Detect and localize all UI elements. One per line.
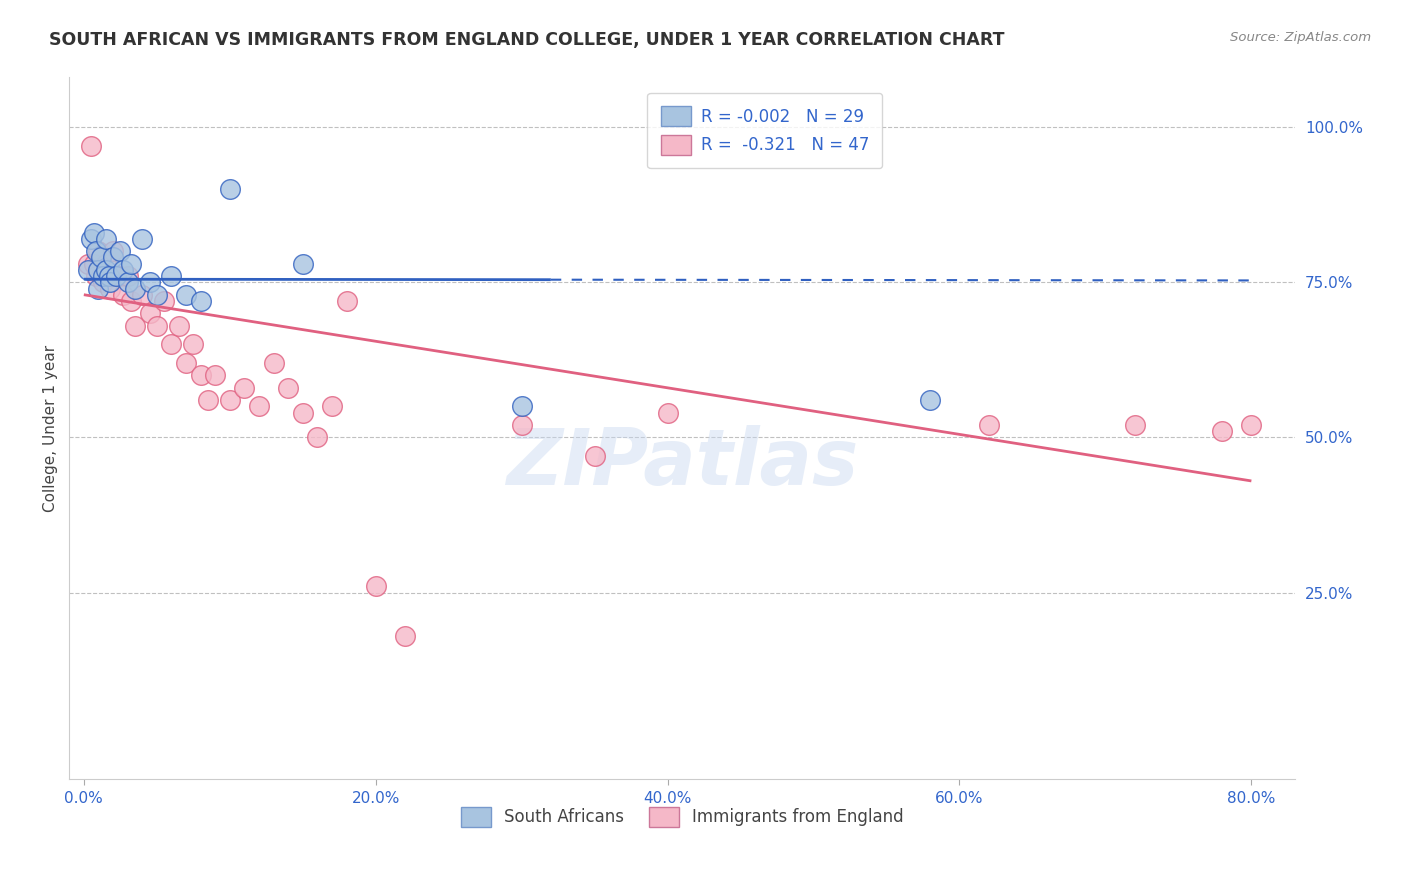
Point bbox=[117, 275, 139, 289]
Point bbox=[117, 269, 139, 284]
Point bbox=[138, 306, 160, 320]
Point bbox=[277, 381, 299, 395]
Point bbox=[233, 381, 256, 395]
Point bbox=[91, 269, 114, 284]
Point bbox=[90, 269, 112, 284]
Point bbox=[291, 257, 314, 271]
Point bbox=[110, 269, 132, 284]
Point bbox=[98, 281, 121, 295]
Point bbox=[83, 257, 105, 271]
Point bbox=[218, 182, 240, 196]
Point bbox=[146, 318, 169, 333]
Point bbox=[112, 287, 135, 301]
Point bbox=[83, 226, 105, 240]
Point bbox=[197, 393, 219, 408]
Point bbox=[1240, 418, 1263, 433]
Point bbox=[307, 430, 329, 444]
Legend: South Africans, Immigrants from England: South Africans, Immigrants from England bbox=[454, 800, 911, 834]
Point bbox=[87, 244, 110, 259]
Point bbox=[181, 337, 204, 351]
Y-axis label: College, Under 1 year: College, Under 1 year bbox=[44, 344, 58, 512]
Point bbox=[510, 400, 533, 414]
Point bbox=[138, 275, 160, 289]
Point bbox=[263, 356, 285, 370]
Point bbox=[101, 244, 124, 259]
Point bbox=[321, 400, 343, 414]
Point bbox=[247, 400, 270, 414]
Text: Source: ZipAtlas.com: Source: ZipAtlas.com bbox=[1230, 31, 1371, 45]
Point bbox=[1211, 425, 1233, 439]
Point bbox=[131, 232, 153, 246]
Point bbox=[167, 318, 190, 333]
Point bbox=[104, 269, 127, 284]
Point bbox=[91, 275, 114, 289]
Point bbox=[394, 629, 416, 643]
Point bbox=[84, 244, 107, 259]
Point bbox=[160, 269, 183, 284]
Point bbox=[146, 287, 169, 301]
Point bbox=[977, 418, 1000, 433]
Point bbox=[80, 138, 103, 153]
Point bbox=[124, 281, 146, 295]
Point bbox=[174, 356, 197, 370]
Point bbox=[120, 257, 142, 271]
Point bbox=[657, 406, 679, 420]
Point bbox=[204, 368, 226, 383]
Point bbox=[218, 393, 240, 408]
Point bbox=[77, 263, 100, 277]
Point bbox=[80, 232, 103, 246]
Point bbox=[1123, 418, 1146, 433]
Point bbox=[87, 281, 110, 295]
Point bbox=[97, 269, 120, 284]
Point bbox=[291, 406, 314, 420]
Point bbox=[120, 293, 142, 308]
Point bbox=[335, 293, 357, 308]
Point bbox=[583, 449, 606, 463]
Point bbox=[94, 263, 117, 277]
Point bbox=[920, 393, 942, 408]
Point bbox=[131, 287, 153, 301]
Point bbox=[90, 251, 112, 265]
Point bbox=[112, 263, 135, 277]
Point bbox=[160, 337, 183, 351]
Point bbox=[98, 275, 121, 289]
Point bbox=[190, 293, 212, 308]
Point bbox=[101, 251, 124, 265]
Point bbox=[87, 263, 110, 277]
Point bbox=[124, 318, 146, 333]
Point bbox=[510, 418, 533, 433]
Point bbox=[94, 257, 117, 271]
Point bbox=[104, 269, 127, 284]
Point bbox=[190, 368, 212, 383]
Point bbox=[174, 287, 197, 301]
Point bbox=[77, 257, 100, 271]
Point bbox=[97, 269, 120, 284]
Point bbox=[364, 579, 387, 593]
Point bbox=[110, 244, 132, 259]
Point bbox=[84, 269, 107, 284]
Text: SOUTH AFRICAN VS IMMIGRANTS FROM ENGLAND COLLEGE, UNDER 1 YEAR CORRELATION CHART: SOUTH AFRICAN VS IMMIGRANTS FROM ENGLAND… bbox=[49, 31, 1005, 49]
Point bbox=[153, 293, 176, 308]
Point bbox=[94, 232, 117, 246]
Text: ZIPatlas: ZIPatlas bbox=[506, 425, 858, 501]
